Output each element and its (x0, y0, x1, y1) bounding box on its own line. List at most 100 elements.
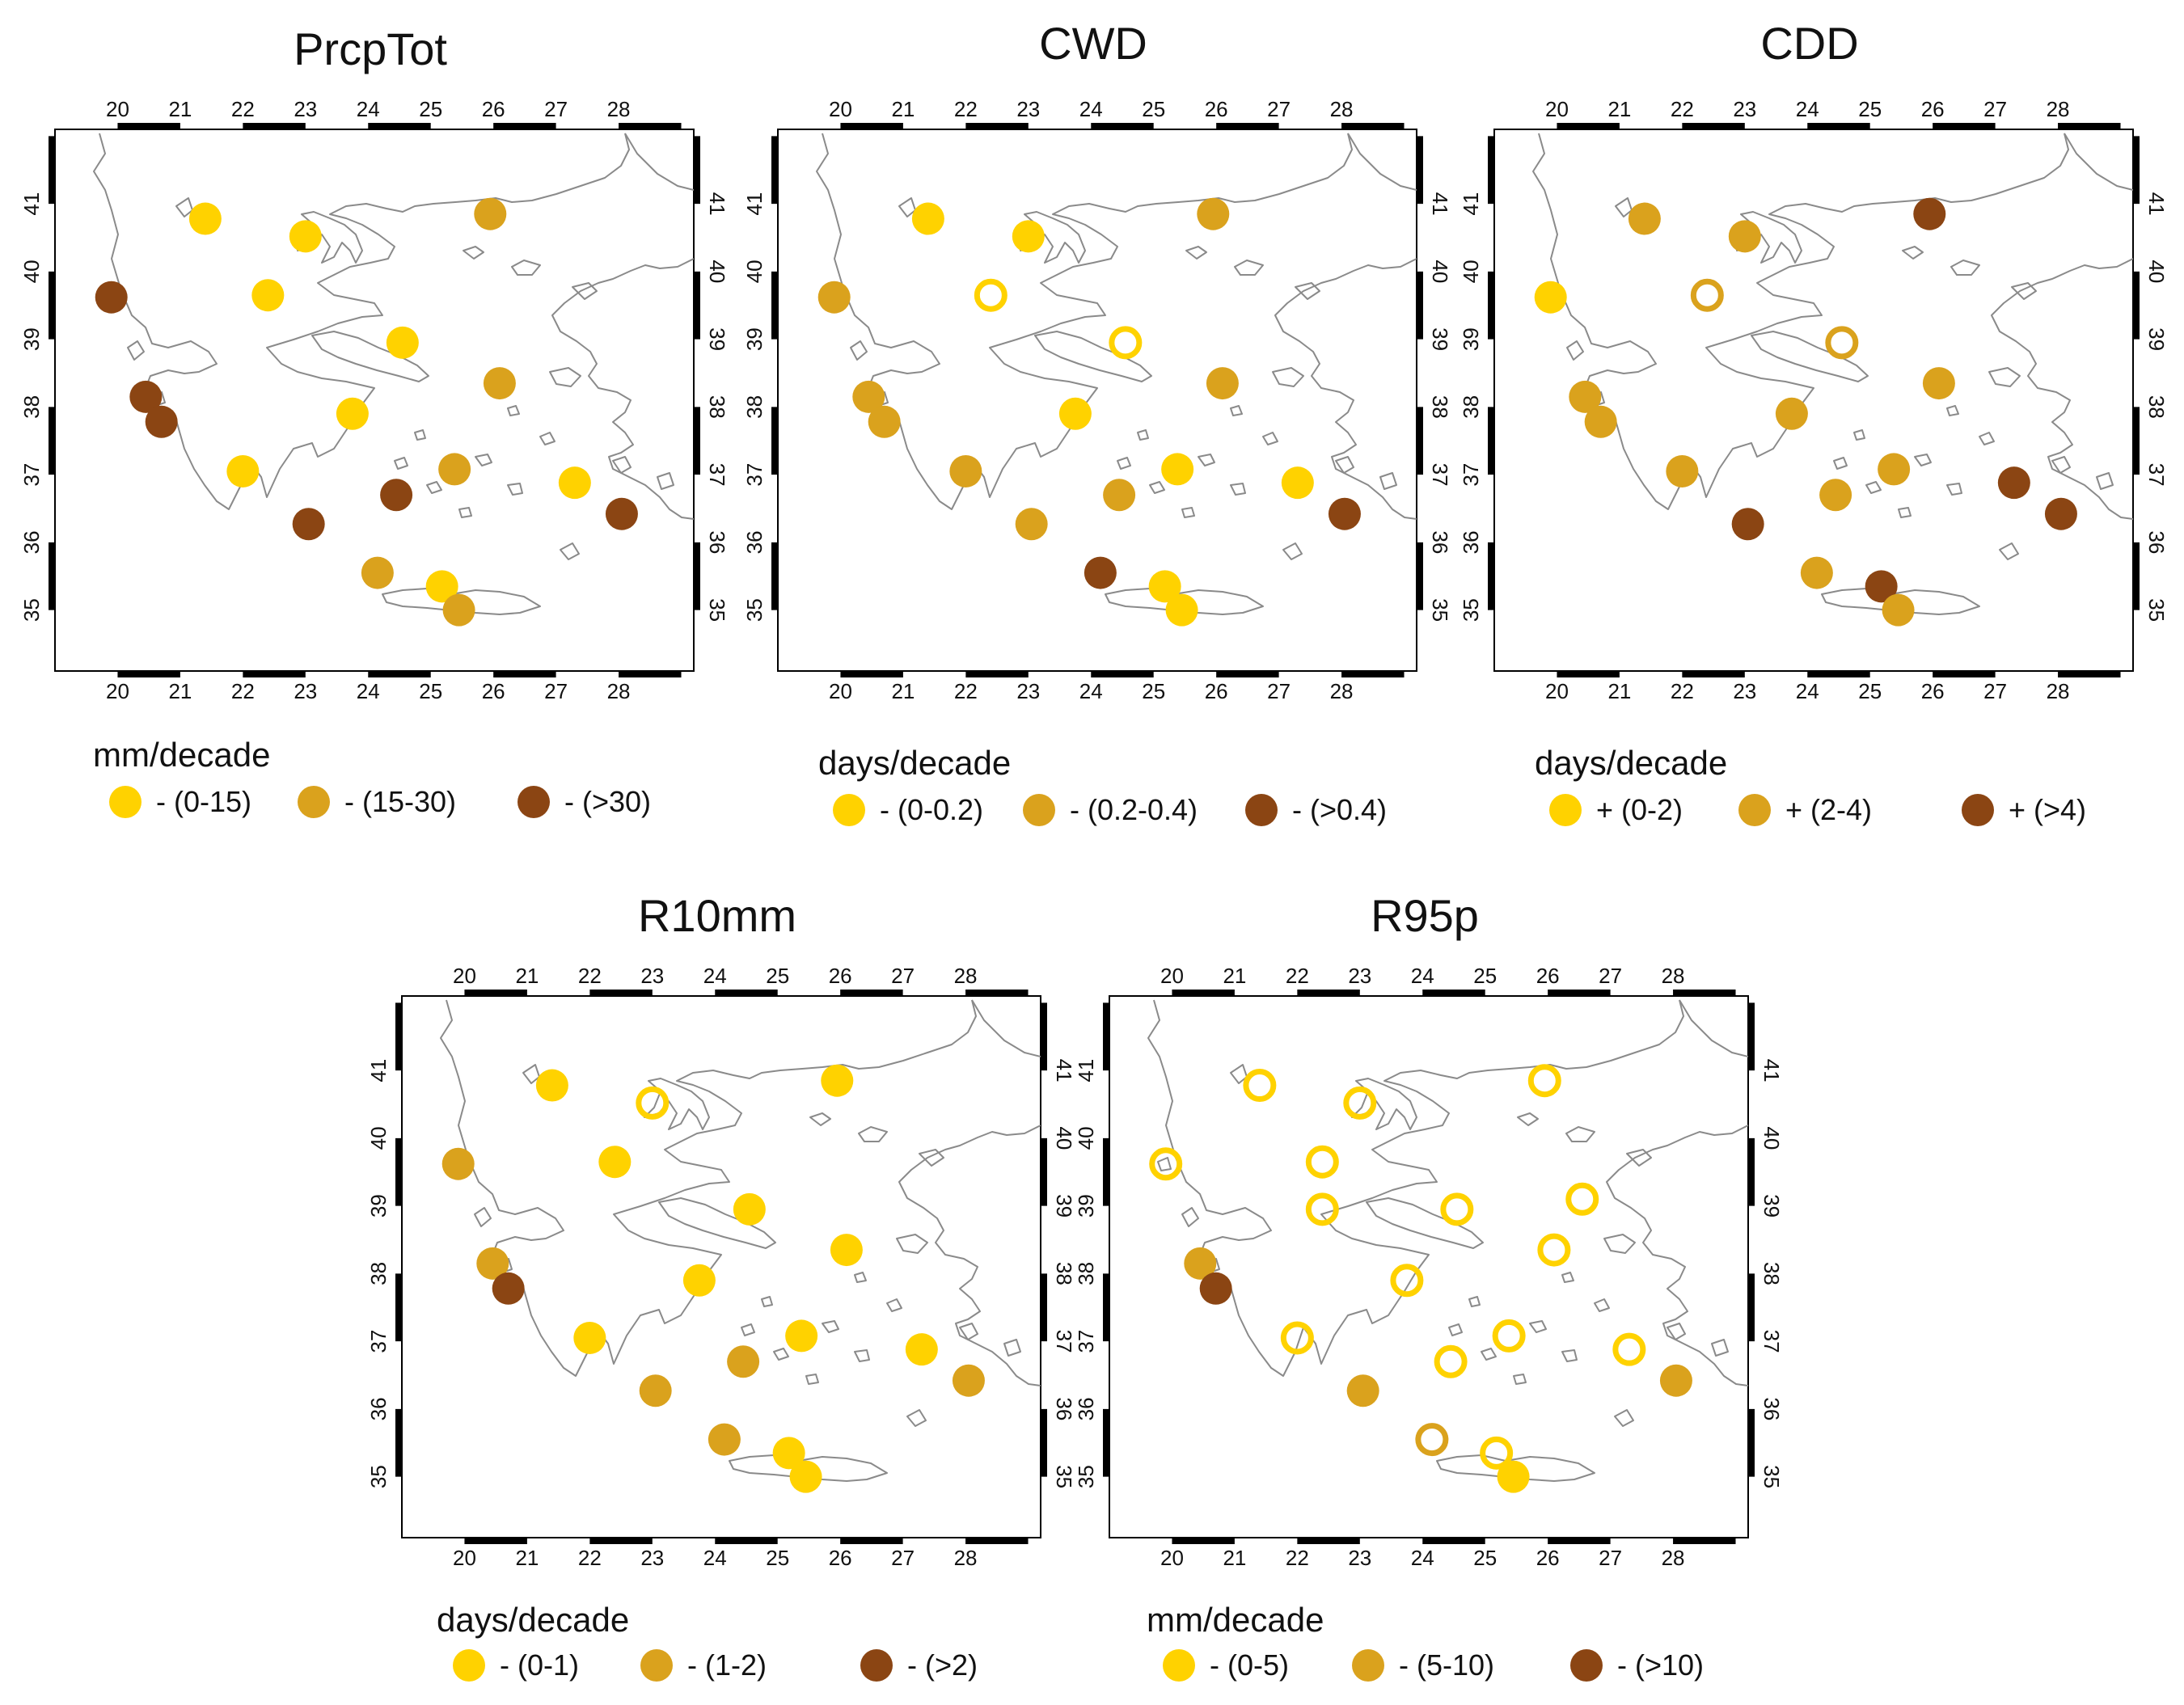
frame-bar (1422, 990, 1485, 996)
legend-swatch (640, 1649, 673, 1682)
frame-bar (771, 407, 778, 475)
station-marker (1492, 1319, 1526, 1353)
legend-label: - (0-15) (156, 785, 251, 818)
lon-tick-top: 21 (515, 964, 539, 988)
lat-tick-right: 40 (1052, 1126, 1076, 1150)
station-marker (1109, 326, 1143, 360)
frame-bar (1488, 542, 1494, 610)
station-marker (1612, 1332, 1646, 1366)
lon-tick-top: 28 (1662, 964, 1685, 988)
lon-tick-top: 26 (1921, 97, 1945, 121)
lat-tick-right: 38 (705, 395, 729, 419)
lon-tick-bottom: 28 (1662, 1546, 1685, 1570)
lat-tick-left: 38 (1074, 1262, 1098, 1285)
frame-bar (1548, 1538, 1611, 1544)
lat-tick-left: 39 (19, 327, 44, 351)
lat-tick-left: 37 (366, 1330, 391, 1353)
frame-bar (840, 990, 903, 996)
lat-tick-left: 40 (1074, 1126, 1098, 1150)
frame-bar (1748, 1408, 1755, 1477)
frame-bar (2133, 407, 2140, 475)
station-marker (1865, 570, 1898, 603)
station-marker (425, 570, 458, 603)
lon-tick-top: 27 (891, 964, 915, 988)
legend-label: - (0-1) (500, 1648, 579, 1682)
lat-tick-left: 38 (742, 395, 767, 419)
lat-tick-right: 35 (1052, 1465, 1076, 1488)
frame-bar (771, 271, 778, 340)
station-marker (1997, 466, 2030, 500)
map-prcptot: 20 20 21 21 22 22 23 23 24 24 25 25 26 26 27 27 28 28 35 35… (19, 97, 729, 703)
lon-tick-bottom: 24 (703, 1546, 727, 1570)
lon-tick-top: 23 (640, 964, 664, 988)
map-cdd: 20 20 21 21 22 22 23 23 24 24 25 25 26 26 27 27 28 28 35 35… (1459, 97, 2169, 703)
lon-tick-bottom: 24 (1079, 679, 1103, 703)
station-marker (817, 281, 851, 314)
lat-tick-left: 41 (742, 192, 767, 216)
station-marker (474, 197, 507, 230)
lat-tick-right: 39 (1759, 1194, 1784, 1218)
station-marker (1731, 508, 1764, 541)
lon-tick-bottom: 28 (1330, 679, 1354, 703)
lon-tick-top: 26 (1536, 964, 1560, 988)
lon-tick-top: 25 (1142, 97, 1165, 121)
lat-tick-right: 35 (2144, 598, 2169, 622)
station-marker (483, 367, 516, 400)
legend-label: - (1-2) (687, 1648, 767, 1682)
lon-tick-top: 20 (1160, 964, 1184, 988)
legend-label: + (0-2) (1596, 793, 1683, 826)
station-marker (1243, 1069, 1277, 1103)
frame-bar (1103, 1408, 1109, 1477)
station-marker (1084, 556, 1117, 589)
lat-tick-left: 41 (366, 1059, 391, 1083)
frame-bar (1041, 1273, 1047, 1342)
legend-swatch (1962, 794, 1994, 826)
station-marker (1161, 453, 1194, 486)
frame-bar (619, 123, 682, 129)
lon-tick-top: 23 (1733, 97, 1756, 121)
frame-bar (1933, 123, 1996, 129)
legend-r95p: mm/decade - (0-5) - (5-10) - (>10) (1147, 1601, 1704, 1682)
legend-swatch (1570, 1649, 1603, 1682)
legend-label: - (>0.4) (1292, 793, 1387, 826)
lat-tick-left: 41 (19, 192, 44, 216)
lat-tick-left: 40 (742, 260, 767, 283)
lat-tick-right: 38 (1052, 1262, 1076, 1285)
frame-bars (771, 123, 1423, 677)
lat-tick-right: 41 (1052, 1059, 1076, 1083)
frame-bar (771, 542, 778, 610)
frame-bar (1488, 407, 1494, 475)
panel-cdd: CDD 20 20 21 21 22 22 23 23 24 24 25 25 26 26 27 27 28 28 3… (1459, 18, 2169, 826)
frame-bar (1341, 123, 1405, 129)
lat-tick-right: 37 (2144, 463, 2169, 487)
station-marker (1165, 593, 1198, 627)
lon-tick-bottom: 27 (1267, 679, 1291, 703)
station-marker (974, 278, 1008, 312)
lon-tick-top: 20 (453, 964, 476, 988)
frame-bar (1216, 671, 1279, 677)
frame-bar (1807, 671, 1870, 677)
station-marker (605, 497, 638, 530)
station-marker (1913, 197, 1946, 230)
lon-tick-bottom: 26 (1536, 1546, 1560, 1570)
map-cwd: 20 20 21 21 22 22 23 23 24 24 25 25 26 26 27 27 28 28 35 35… (742, 97, 1452, 703)
frame-bar (395, 1273, 402, 1342)
lon-tick-top: 22 (231, 97, 255, 121)
legend-swatch (109, 786, 142, 818)
lon-tick-bottom: 26 (1205, 679, 1228, 703)
station-marker (868, 405, 901, 438)
frame-bar (1041, 1002, 1047, 1071)
lat-tick-right: 35 (705, 598, 729, 622)
lat-tick-left: 38 (366, 1262, 391, 1285)
lon-tick-bottom: 22 (231, 679, 255, 703)
lon-tick-top: 25 (1473, 964, 1497, 988)
legend-r10mm: days/decade - (0-1) - (1-2) - (>2) (437, 1601, 978, 1682)
legend-swatch (1245, 794, 1278, 826)
panel-title: PrcpTot (294, 23, 447, 74)
lat-tick-left: 39 (1459, 327, 1483, 351)
lon-tick-top: 21 (1223, 964, 1246, 988)
lat-tick-right: 36 (1759, 1397, 1784, 1420)
legend-unit: mm/decade (93, 736, 270, 774)
frame-bar (965, 990, 1029, 996)
station-marker (852, 380, 885, 413)
